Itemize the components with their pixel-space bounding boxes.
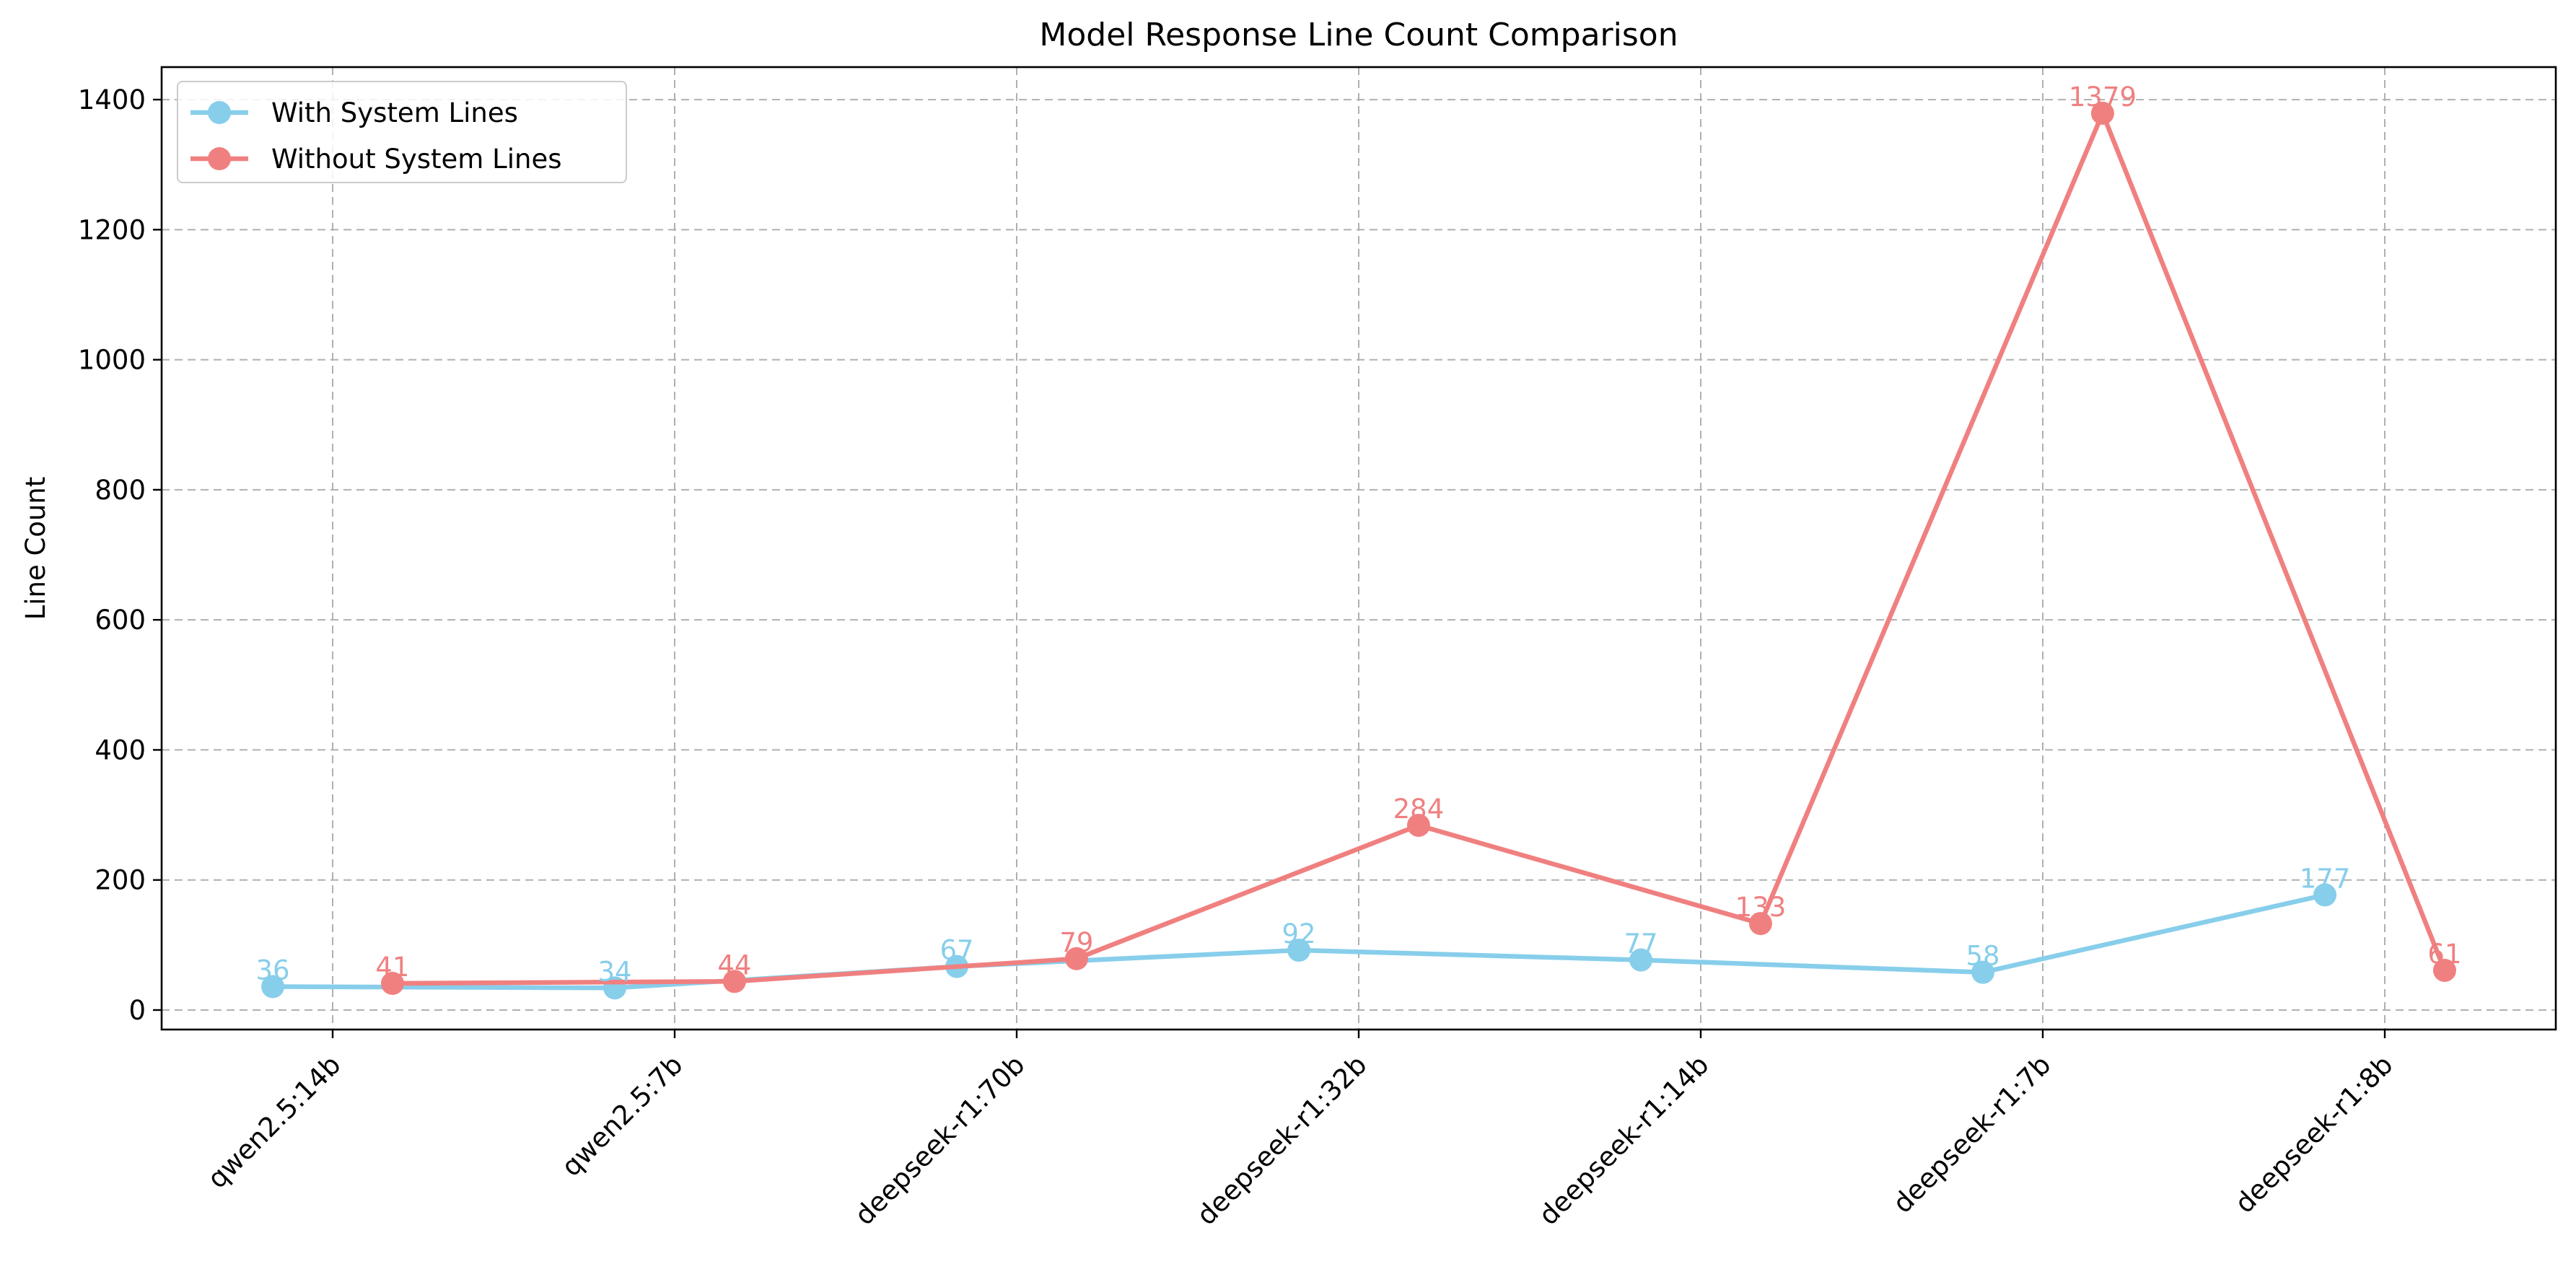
data-label: 92: [1282, 918, 1316, 949]
data-labels: 36 34 67 92 77 58 177 41 44 79 284 133 1379 61: [256, 82, 2462, 987]
data-point: [1748, 912, 1772, 936]
y-tick-label: 600: [95, 605, 146, 636]
data-label: 67: [940, 935, 974, 966]
legend-marker-swatch: [208, 101, 231, 124]
data-label: 79: [1059, 927, 1093, 958]
data-label: 284: [1393, 794, 1445, 825]
data-point: [722, 970, 746, 993]
data-label: 177: [2300, 863, 2351, 894]
grid-lines: [162, 67, 2556, 1030]
data-point: [2432, 958, 2456, 982]
y-tick-label: 1000: [78, 345, 146, 376]
data-point: [2313, 883, 2337, 907]
data-label: 1379: [2069, 82, 2137, 113]
legend-label: Without System Lines: [271, 144, 561, 175]
legend-box: [177, 81, 627, 183]
data-label: 44: [717, 949, 751, 980]
data-point: [1064, 947, 1088, 970]
y-axis-label: Line Count: [20, 477, 51, 620]
y-tick-label: 1200: [78, 214, 146, 245]
legend-label: With System Lines: [271, 97, 518, 128]
y-tick-label: 200: [95, 865, 146, 896]
data-label: 34: [598, 956, 632, 987]
data-label: 133: [1735, 892, 1787, 923]
data-label: 77: [1624, 929, 1658, 960]
data-label: 61: [2427, 939, 2461, 970]
y-tick-label: 1400: [78, 84, 146, 115]
data-point: [1287, 939, 1311, 962]
data-point: [380, 972, 404, 996]
data-point: [261, 975, 285, 999]
series-lines: [261, 101, 2456, 1000]
legend-marker-swatch: [208, 147, 231, 170]
data-point: [1406, 813, 1430, 837]
data-point: [2090, 101, 2114, 125]
y-tick-label: 400: [95, 734, 146, 765]
legend: With System Lines Without System Lines: [177, 81, 627, 183]
data-point: [1629, 948, 1653, 972]
data-label: 36: [256, 955, 290, 986]
y-tick-label: 800: [95, 475, 146, 506]
y-tick-label: 0: [128, 995, 146, 1026]
chart-title: Model Response Line Count Comparison: [1039, 17, 1678, 53]
data-point: [1971, 960, 1995, 984]
data-label: 41: [375, 952, 409, 983]
data-label: 58: [1966, 941, 2000, 972]
